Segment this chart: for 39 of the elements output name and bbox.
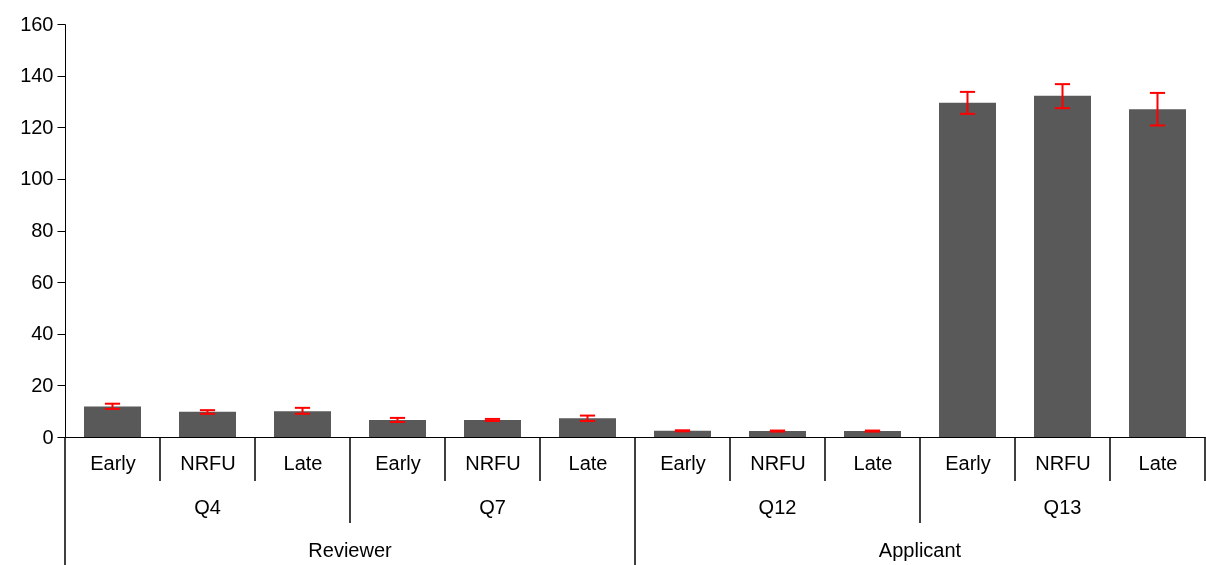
x-tick-label: NRFU <box>1035 451 1091 474</box>
bar <box>1034 95 1091 437</box>
x-tick-label: NRFU <box>750 451 806 474</box>
x-tick-label: NRFU <box>465 451 521 474</box>
bar <box>84 406 141 437</box>
x-tick-label: Early <box>90 451 136 474</box>
bar <box>274 411 331 437</box>
y-tick-label: 40 <box>31 322 54 345</box>
bar <box>844 431 901 437</box>
y-tick-label: 100 <box>20 167 54 190</box>
y-tick-label: 160 <box>20 12 54 35</box>
text: Q4 <box>194 496 221 518</box>
text: Q13 <box>1043 496 1082 518</box>
text: Q7 <box>479 496 506 518</box>
bar <box>179 411 236 437</box>
x-tick-label: Late <box>283 451 323 474</box>
y-tick-label: 80 <box>31 219 54 241</box>
text: Applicant <box>878 539 962 561</box>
y-tick-label: 60 <box>31 270 54 293</box>
bar <box>1129 109 1186 437</box>
y-tick-label: 120 <box>20 115 54 138</box>
x-tick-label: Late <box>1138 451 1178 474</box>
bar <box>749 431 806 437</box>
text: Reviewer <box>308 539 393 561</box>
x-tick-label: Late <box>853 451 893 474</box>
y-tick-label: 140 <box>20 64 54 87</box>
bar <box>464 419 521 437</box>
bar <box>559 418 616 437</box>
x-tick-label: Early <box>660 451 706 474</box>
x-tick-label: Late <box>568 451 608 474</box>
x-tick-label: NRFU <box>180 451 236 474</box>
text: Q12 <box>758 496 797 518</box>
y-tick-label: 20 <box>31 373 54 396</box>
bar <box>939 102 996 437</box>
bar <box>369 419 426 437</box>
y-tick-label: 0 <box>42 425 54 448</box>
x-tick-label: Early <box>945 451 991 474</box>
x-tick-label: Early <box>375 451 421 474</box>
bar <box>654 430 711 437</box>
